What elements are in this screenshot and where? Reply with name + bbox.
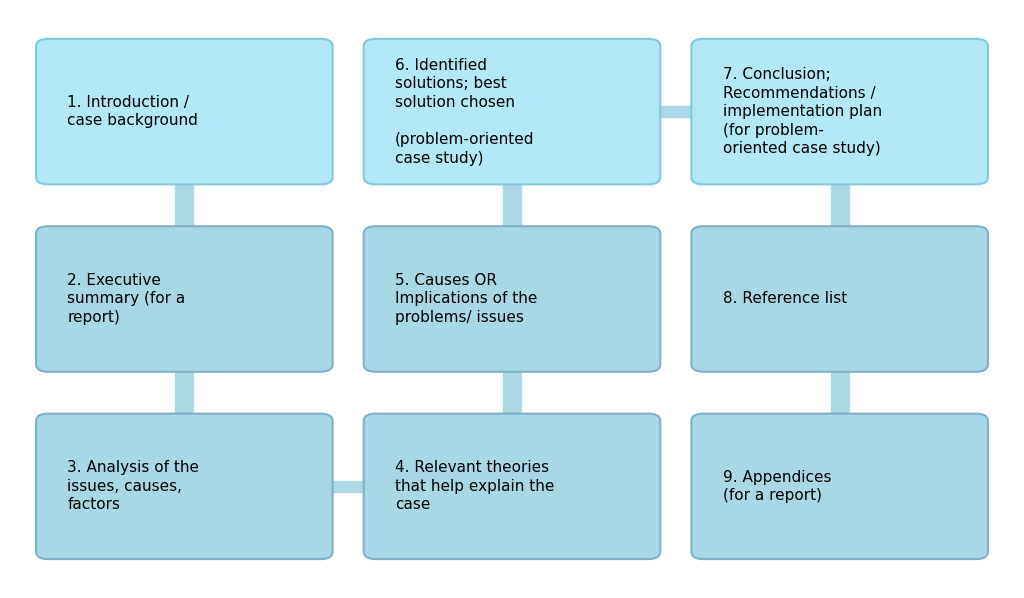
Bar — [175, 365, 194, 421]
Text: 7. Conclusion;
Recommendations /
implementation plan
(for problem-
oriented case: 7. Conclusion; Recommendations / impleme… — [723, 67, 882, 156]
FancyBboxPatch shape — [691, 414, 988, 559]
Bar — [503, 177, 521, 233]
FancyBboxPatch shape — [691, 226, 988, 372]
Text: 1. Introduction /
case background: 1. Introduction / case background — [68, 95, 199, 129]
Text: 4. Relevant theories
that help explain the
case: 4. Relevant theories that help explain t… — [395, 460, 554, 512]
Bar — [830, 365, 849, 421]
Bar — [830, 177, 849, 233]
Text: 8. Reference list: 8. Reference list — [723, 291, 847, 307]
FancyBboxPatch shape — [691, 39, 988, 184]
FancyBboxPatch shape — [36, 414, 333, 559]
FancyBboxPatch shape — [36, 39, 333, 184]
Bar — [321, 481, 376, 492]
Bar — [175, 177, 194, 233]
FancyBboxPatch shape — [364, 39, 660, 184]
FancyBboxPatch shape — [36, 226, 333, 372]
Text: 2. Executive
summary (for a
report): 2. Executive summary (for a report) — [68, 273, 185, 325]
Text: 3. Analysis of the
issues, causes,
factors: 3. Analysis of the issues, causes, facto… — [68, 460, 200, 512]
Text: 5. Causes OR
Implications of the
problems/ issues: 5. Causes OR Implications of the problem… — [395, 273, 538, 325]
FancyBboxPatch shape — [364, 226, 660, 372]
Text: 9. Appendices
(for a report): 9. Appendices (for a report) — [723, 469, 831, 503]
Bar — [648, 106, 703, 117]
FancyBboxPatch shape — [364, 414, 660, 559]
Text: 6. Identified
solutions; best
solution chosen

(problem-oriented
case study): 6. Identified solutions; best solution c… — [395, 57, 535, 166]
Bar — [503, 365, 521, 421]
